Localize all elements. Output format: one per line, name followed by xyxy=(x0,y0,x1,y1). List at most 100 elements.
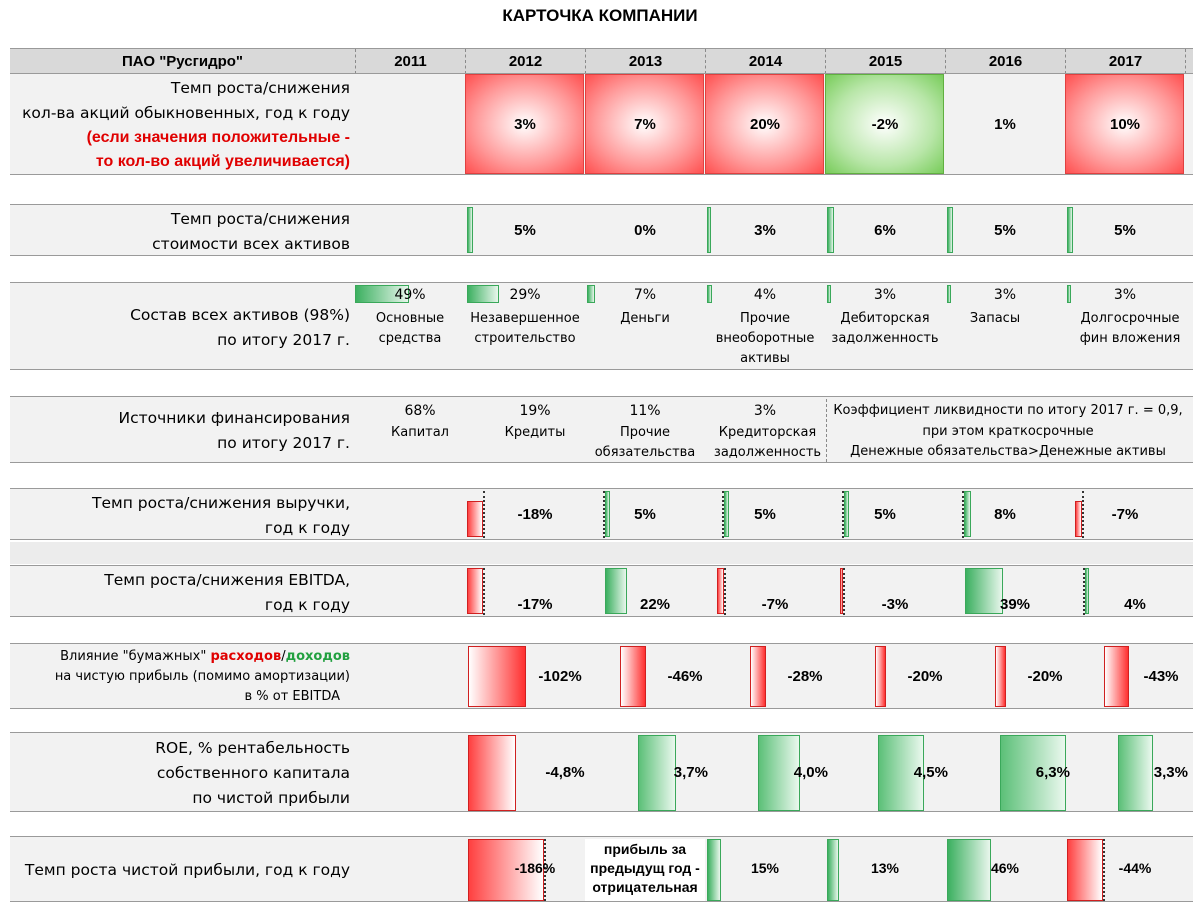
financing-name: Прочие xyxy=(619,425,671,440)
liquidity-note: Коэффициент ликвидности по итогу 2017 г.… xyxy=(833,403,1183,418)
paper-value: -20% xyxy=(1027,668,1063,685)
paper-value: -43% xyxy=(1143,668,1179,685)
asset-share-pct: 3% xyxy=(993,287,1017,303)
paper-value: -102% xyxy=(538,668,582,685)
revenue-value: 8% xyxy=(994,506,1016,523)
row-revenue: Темп роста/снижения выручки, год к году … xyxy=(10,488,1193,540)
row-label: Темп роста/снижения xyxy=(170,79,350,97)
roe-bar xyxy=(1000,735,1066,811)
roe-value: 4,0% xyxy=(793,764,828,781)
roe-bar xyxy=(878,735,924,811)
asset-share-bar xyxy=(947,285,951,303)
asset-share-bar xyxy=(707,285,712,303)
ebitda-bar xyxy=(1085,568,1089,614)
roe-bar xyxy=(468,735,516,811)
roe-value: -4,8% xyxy=(545,764,585,781)
row-financing: Источники финансирования по итогу 2017 г… xyxy=(10,396,1193,463)
assets-growth-value: 5% xyxy=(514,222,536,239)
shares-cell-2015 xyxy=(825,74,944,174)
ebitda-value: -3% xyxy=(881,596,909,613)
paper-value: -28% xyxy=(787,668,823,685)
revenue-value: 5% xyxy=(754,506,776,523)
assets-growth-bar xyxy=(827,207,834,253)
assets-growth-bar xyxy=(707,207,711,253)
liquidity-note: при этом краткосрочные xyxy=(922,424,1094,439)
asset-share-pct: 29% xyxy=(509,287,541,303)
row-note: то кол-во акций увеличивается) xyxy=(95,153,350,170)
header-year-2013: 2013 xyxy=(585,49,705,74)
row-assets-structure: Состав всех активов (98%) по итогу 2017 … xyxy=(10,282,1193,370)
row-label: на чистую прибыль (помимо амортизации) xyxy=(54,669,350,684)
paper-value: -46% xyxy=(667,668,703,685)
shares-cell-2013 xyxy=(585,74,704,174)
revenue-bar xyxy=(724,491,729,537)
financing-pct: 68% xyxy=(404,403,436,419)
financing-pct: 19% xyxy=(519,403,551,419)
paper-bar xyxy=(620,646,646,707)
assets-growth-value: 5% xyxy=(994,222,1016,239)
asset-share-pct: 49% xyxy=(394,287,426,303)
row-label: Источники финансирования xyxy=(118,409,350,427)
paper-bar xyxy=(875,646,886,707)
row-label: в % от EBITDA xyxy=(244,689,340,704)
financing-pct: 3% xyxy=(753,403,777,419)
row-label: Состав всех активов (98%) xyxy=(130,306,350,324)
roe-bar xyxy=(758,735,800,811)
asset-share-name: Основные xyxy=(375,311,445,326)
ebitda-bar xyxy=(965,568,1003,614)
row-label: Темп роста/снижения выручки, xyxy=(92,494,350,512)
asset-share-pct: 4% xyxy=(753,287,777,303)
paper-bar xyxy=(1104,646,1129,707)
asset-share-bar xyxy=(827,285,831,303)
ebitda-value: 39% xyxy=(999,596,1031,613)
financing-name: обязательства xyxy=(594,445,696,460)
net-profit-bar xyxy=(947,839,991,901)
row-label: стоимости всех активов xyxy=(152,235,350,253)
asset-share-name: Деньги xyxy=(620,311,670,326)
net-profit-value: 46% xyxy=(990,860,1020,876)
assets-growth-bar xyxy=(467,207,473,253)
roe-bar xyxy=(638,735,676,811)
revenue-bar xyxy=(605,491,610,537)
paper-bar xyxy=(750,646,766,707)
assets-growth-value: 0% xyxy=(634,222,656,239)
asset-share-bar xyxy=(587,285,595,303)
shares-cell-2014 xyxy=(705,74,824,174)
revenue-value: -18% xyxy=(517,506,553,523)
paper-bar xyxy=(995,646,1006,707)
liquidity-note: Денежные обязательства>Денежные активы xyxy=(850,444,1166,459)
ebitda-bar xyxy=(605,568,627,614)
roe-bar xyxy=(1118,735,1153,811)
table-header: ПАО "Русгидро" 2011 2012 2013 2014 2015 … xyxy=(10,48,1193,74)
net-profit-value: 15% xyxy=(750,860,780,876)
asset-share-name: строительство xyxy=(474,331,576,346)
asset-share-name: внеоборотные xyxy=(715,331,815,346)
row-label: по итогу 2017 г. xyxy=(217,331,350,349)
net-profit-note: прибыль за xyxy=(603,841,687,857)
assets-growth-value: 6% xyxy=(874,222,896,239)
financing-pct: 11% xyxy=(629,403,661,419)
row-label: год к году xyxy=(264,596,350,614)
row-net-profit: Темп роста чистой прибыли, год к году пр… xyxy=(10,836,1193,902)
net-profit-value: -44% xyxy=(1118,860,1152,876)
assets-growth-bar xyxy=(1067,207,1073,253)
financing-name: задолженность xyxy=(713,445,822,460)
shares-cell-2012 xyxy=(465,74,584,174)
row-assets-growth: Темп роста/снижения стоимости всех актив… xyxy=(10,204,1193,256)
row-label: год к году xyxy=(264,519,350,537)
net-profit-note: предыдущ год - xyxy=(590,860,700,876)
roe-value: 6,3% xyxy=(1035,764,1070,781)
header-company: ПАО "Русгидро" xyxy=(121,53,244,70)
header-year-2017: 2017 xyxy=(1065,49,1185,74)
revenue-value: -7% xyxy=(1111,506,1139,523)
row-shares: Темп роста/снижения кол-ва акций обыкнов… xyxy=(10,73,1193,175)
row-label: кол-ва акций обыкновенных, год к году xyxy=(22,104,350,122)
net-profit-bar xyxy=(1067,839,1103,901)
asset-share-pct: 7% xyxy=(633,287,657,303)
revenue-value: 5% xyxy=(874,506,896,523)
roe-value: 3,3% xyxy=(1153,764,1188,781)
asset-share-name: фин вложения xyxy=(1079,331,1181,346)
paper-bar xyxy=(468,646,526,707)
shares-value: 7% xyxy=(634,116,656,133)
revenue-bar xyxy=(964,491,971,537)
